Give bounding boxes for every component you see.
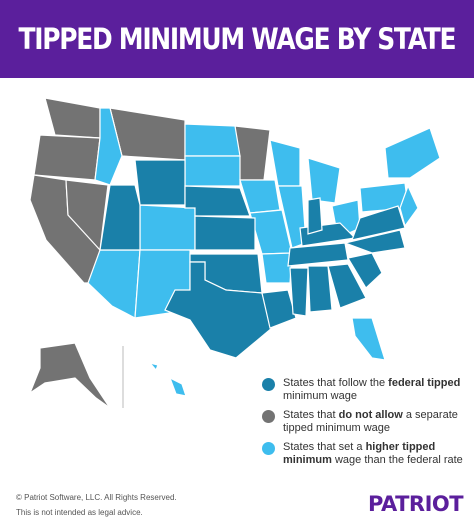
state xyxy=(261,289,297,329)
copyright: © Patriot Software, LLC. All Rights Rese… xyxy=(16,493,177,502)
legend-swatch xyxy=(262,410,275,423)
title: TIPPED MINIMUM WAGE BY STATE xyxy=(18,22,457,56)
state xyxy=(148,361,159,372)
disclaimer: This is not intended as legal advice. xyxy=(16,508,143,517)
state xyxy=(99,184,141,251)
state xyxy=(347,252,383,289)
legend-text: States that follow the federal tipped mi… xyxy=(283,377,467,403)
state xyxy=(139,204,196,251)
state xyxy=(351,205,406,241)
legend-text-part: minimum wage xyxy=(283,390,357,402)
legend-text-part: federal tipped xyxy=(388,377,461,389)
legend-item: States that set a higher tipped minimum … xyxy=(262,441,467,467)
legend-item: States that do not allow a separate tipp… xyxy=(262,409,467,435)
state xyxy=(184,155,241,187)
legend-text-part: do not allow xyxy=(338,409,403,421)
state xyxy=(342,229,406,254)
state xyxy=(194,215,256,251)
state xyxy=(307,197,323,235)
state xyxy=(168,376,187,397)
state xyxy=(134,159,186,206)
state xyxy=(261,252,293,284)
state xyxy=(33,134,101,181)
state xyxy=(399,184,419,228)
state xyxy=(87,249,141,319)
state xyxy=(28,342,111,409)
legend-item: States that follow the federal tipped mi… xyxy=(262,377,467,403)
state xyxy=(307,157,341,204)
legend-text: States that set a higher tipped minimum … xyxy=(283,441,467,467)
legend-text-part: States that xyxy=(283,409,339,421)
state xyxy=(184,123,241,157)
legend-text-part: States that follow the xyxy=(283,377,389,389)
state xyxy=(184,185,251,217)
state xyxy=(307,265,333,313)
state xyxy=(164,261,273,359)
header: TIPPED MINIMUM WAGE BY STATE xyxy=(0,0,474,78)
legend-text: States that do not allow a separate tipp… xyxy=(283,409,467,435)
legend-text-part: higher tipped minimum xyxy=(283,441,436,466)
state xyxy=(384,127,441,179)
states xyxy=(28,97,441,409)
us-map xyxy=(28,97,441,409)
state xyxy=(287,242,349,267)
legend-swatch xyxy=(262,442,275,455)
state xyxy=(327,263,367,309)
legend-text-part: a separate tipped minimum wage xyxy=(283,409,458,434)
state xyxy=(269,139,301,187)
state xyxy=(289,267,309,317)
legend-text-part: wage than the federal rate xyxy=(331,454,463,466)
state xyxy=(351,317,386,361)
state xyxy=(44,97,101,139)
logo: PATRIOT xyxy=(368,492,464,516)
legend-text-part: States that set a xyxy=(283,441,366,453)
legend-swatch xyxy=(262,378,275,391)
